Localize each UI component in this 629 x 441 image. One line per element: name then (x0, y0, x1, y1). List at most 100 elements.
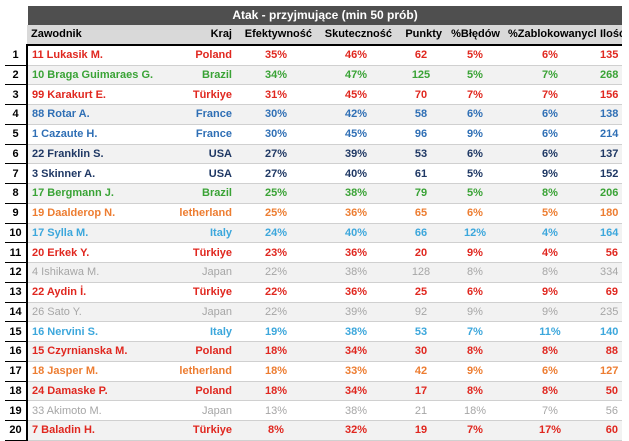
row-index: 10 (5, 223, 28, 244)
cell-points: 58 (396, 104, 446, 125)
cell-blocked: 6% (504, 361, 596, 382)
header-player: Zawodnik (27, 25, 165, 46)
cell-blocked: 8% (504, 183, 596, 204)
row-index: 18 (5, 381, 28, 402)
row-index: 11 (5, 242, 28, 263)
cell-player: 7 Baladin H. (27, 420, 165, 441)
cell-blocked: 7% (504, 84, 596, 105)
cell-success: 33% (316, 361, 396, 382)
attack-stats-table: Zawodnik Kraj Efektywność Skuteczność Pu… (5, 25, 622, 441)
cell-efficiency: 27% (236, 144, 316, 165)
cell-country: Türkiye (165, 84, 236, 105)
cell-efficiency: 30% (236, 104, 316, 125)
cell-errors: 6% (446, 203, 504, 224)
cell-country: Italy (165, 321, 236, 342)
cell-errors: 5% (446, 183, 504, 204)
header-row: Zawodnik Kraj Efektywność Skuteczność Pu… (5, 25, 622, 46)
cell-player: 17 Sylla M. (27, 223, 165, 244)
cell-blocked: 6% (504, 124, 596, 145)
table-row: 18 24 Damaske P. Poland 18% 34% 17 8% 8% 50 (5, 381, 622, 402)
cell-country: Türkiye (165, 282, 236, 303)
row-index: 17 (5, 361, 28, 382)
cell-player: 26 Sato Y. (27, 302, 165, 323)
cell-errors: 5% (446, 65, 504, 86)
row-index: 3 (5, 84, 28, 105)
cell-errors: 7% (446, 321, 504, 342)
cell-country: Japan (165, 302, 236, 323)
cell-player: 10 Braga Guimaraes G. (27, 65, 165, 86)
cell-success: 38% (316, 262, 396, 283)
cell-player: 11 Lukasik M. (27, 44, 165, 66)
cell-count: 56 (596, 242, 622, 263)
cell-count: 60 (596, 420, 622, 441)
cell-player: 1 Cazaute H. (27, 124, 165, 145)
cell-count: 235 (596, 302, 622, 323)
cell-country: USA (165, 144, 236, 165)
cell-country: USA (165, 163, 236, 184)
header-errors: %Błędów (446, 25, 504, 46)
cell-errors: 9% (446, 302, 504, 323)
table-row: 8 17 Bergmann J. Brazil 25% 38% 79 5% 8% 206 (5, 183, 622, 204)
cell-efficiency: 23% (236, 242, 316, 263)
cell-country: Poland (165, 44, 236, 66)
table-row: 12 4 Ishikawa M. Japan 22% 38% 128 8% 8% 334 (5, 262, 622, 283)
cell-success: 32% (316, 420, 396, 441)
cell-country: Poland (165, 341, 236, 362)
table-row: 11 20 Erkek Y. Türkiye 23% 36% 20 9% 4% 56 (5, 242, 622, 263)
row-index: 4 (5, 104, 28, 125)
table-row: 6 22 Franklin S. USA 27% 39% 53 6% 6% 137 (5, 144, 622, 165)
cell-points: 61 (396, 163, 446, 184)
cell-points: 25 (396, 282, 446, 303)
cell-count: 140 (596, 321, 622, 342)
cell-blocked: 4% (504, 242, 596, 263)
row-index: 14 (5, 302, 28, 323)
row-index: 19 (5, 400, 28, 421)
cell-efficiency: 25% (236, 183, 316, 204)
cell-country: France (165, 124, 236, 145)
cell-player: 22 Franklin S. (27, 144, 165, 165)
cell-blocked: 9% (504, 163, 596, 184)
index-header (5, 25, 27, 45)
table-row: 2 10 Braga Guimaraes G. Brazil 34% 47% 125 5% 7… (5, 65, 622, 86)
cell-efficiency: 31% (236, 84, 316, 105)
cell-points: 96 (396, 124, 446, 145)
table-row: 20 7 Baladin H. Türkiye 8% 32% 19 7% 17% 60 (5, 420, 622, 441)
table-row: 13 22 Aydin İ. Türkiye 22% 36% 25 6% 9% 69 (5, 282, 622, 303)
cell-success: 45% (316, 124, 396, 145)
cell-blocked: 6% (504, 144, 596, 165)
cell-points: 30 (396, 341, 446, 362)
cell-efficiency: 25% (236, 203, 316, 224)
cell-country: Türkiye (165, 420, 236, 441)
row-index: 6 (5, 144, 28, 165)
stats-sheet: Atak - przyjmujące (min 50 prób) Zawodni… (5, 6, 622, 441)
cell-count: 180 (596, 203, 622, 224)
table-row: 19 33 Akimoto M. Japan 13% 38% 21 18% 7% 56 (5, 400, 622, 421)
cell-success: 42% (316, 104, 396, 125)
cell-errors: 6% (446, 104, 504, 125)
table-row: 16 15 Czyrnianska M. Poland 18% 34% 30 8% 8% 88 (5, 341, 622, 362)
header-country: Kraj (165, 25, 236, 46)
row-index: 13 (5, 282, 28, 303)
cell-blocked: 6% (504, 44, 596, 66)
cell-points: 92 (396, 302, 446, 323)
row-index: 12 (5, 262, 28, 283)
cell-points: 70 (396, 84, 446, 105)
cell-errors: 7% (446, 420, 504, 441)
row-index: 7 (5, 163, 28, 184)
cell-success: 36% (316, 242, 396, 263)
cell-efficiency: 22% (236, 262, 316, 283)
header-success: Skuteczność (316, 25, 396, 46)
cell-errors: 6% (446, 282, 504, 303)
cell-efficiency: 22% (236, 282, 316, 303)
cell-errors: 12% (446, 223, 504, 244)
cell-success: 47% (316, 65, 396, 86)
cell-player: 88 Rotar A. (27, 104, 165, 125)
cell-efficiency: 18% (236, 341, 316, 362)
cell-points: 65 (396, 203, 446, 224)
table-row: 4 88 Rotar A. France 30% 42% 58 6% 6% 138 (5, 104, 622, 125)
cell-points: 62 (396, 44, 446, 66)
cell-blocked: 8% (504, 262, 596, 283)
table-row: 10 17 Sylla M. Italy 24% 40% 66 12% 4% 164 (5, 223, 622, 244)
row-index: 9 (5, 203, 28, 224)
